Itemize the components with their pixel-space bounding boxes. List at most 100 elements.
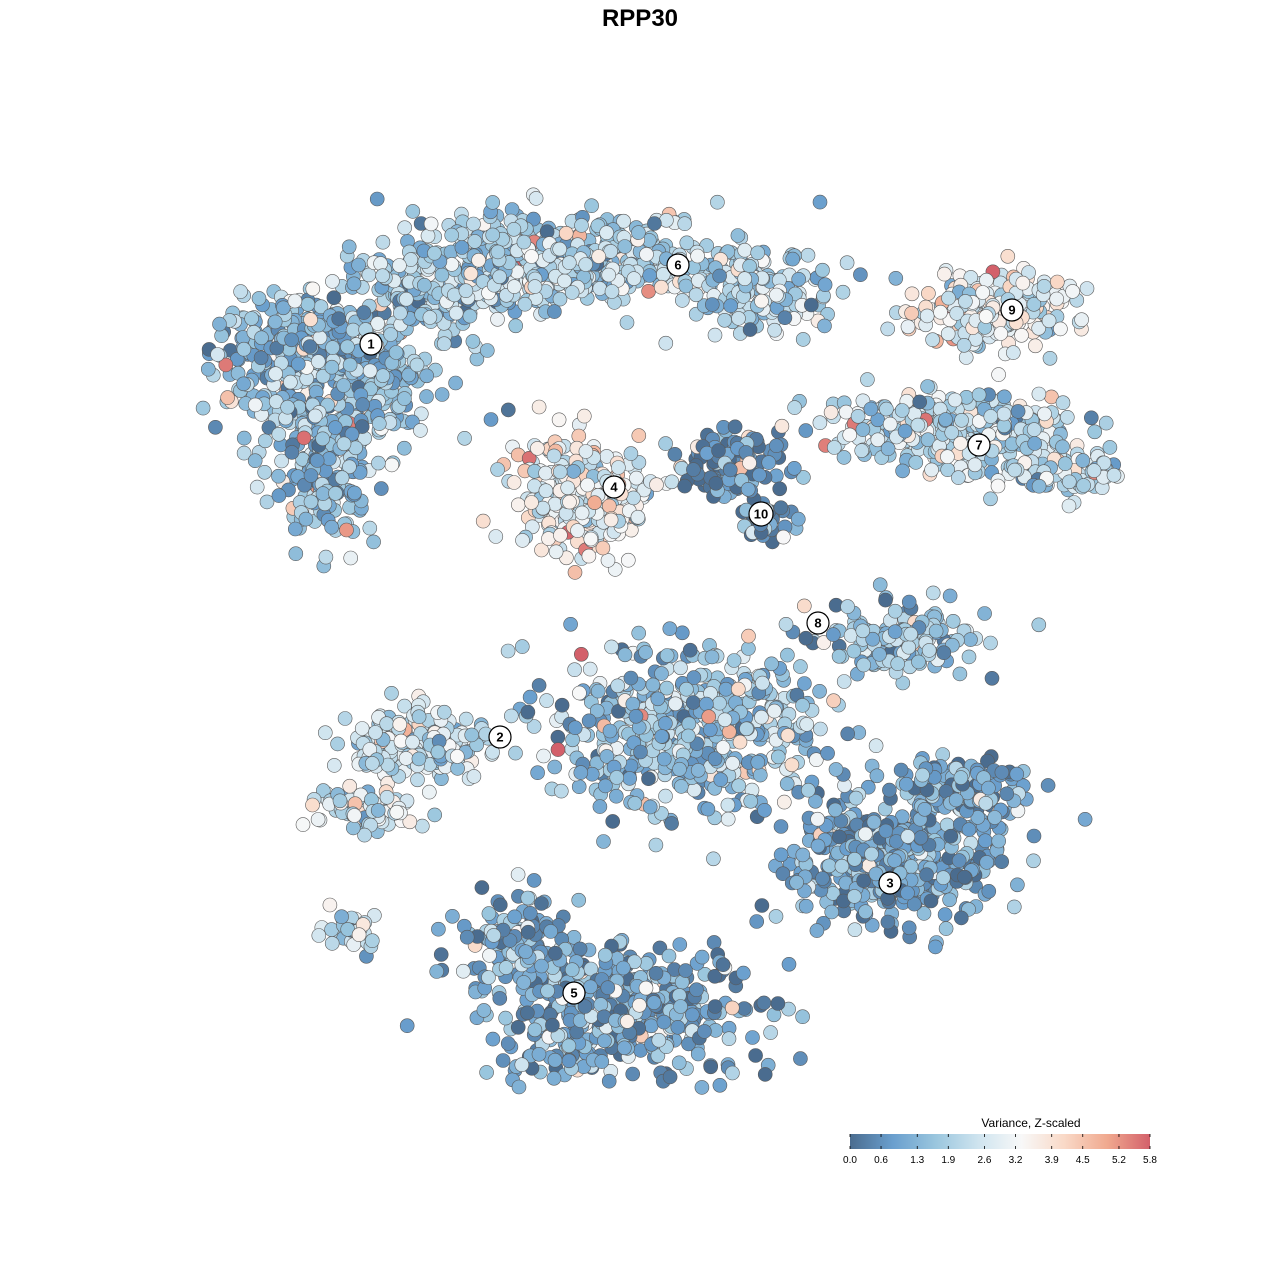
cell-point	[619, 1014, 635, 1029]
cell-point	[901, 639, 917, 655]
cell-point	[236, 341, 252, 357]
cell-point	[793, 659, 808, 674]
cell-point	[757, 802, 772, 818]
cell-point	[945, 613, 961, 629]
cell-point	[854, 443, 870, 458]
cell-point	[740, 481, 756, 497]
cell-point	[389, 804, 405, 820]
cluster-label-5: 5	[562, 981, 586, 1005]
cell-point	[356, 305, 372, 320]
cell-point	[904, 286, 920, 302]
cell-point	[919, 867, 934, 883]
cell-point	[983, 635, 998, 651]
cell-point	[641, 771, 656, 787]
cell-point	[853, 267, 868, 283]
cell-point	[821, 858, 837, 874]
cell-point	[935, 747, 951, 762]
cell-point	[860, 372, 875, 387]
cell-point	[648, 965, 664, 981]
colorbar-tick-label: 4.5	[1076, 1155, 1090, 1166]
cell-point	[531, 399, 547, 415]
cell-point	[317, 725, 333, 741]
cell-point	[458, 711, 474, 727]
cell-point	[646, 995, 662, 1010]
cell-point	[868, 738, 884, 754]
cluster-label-text: 2	[496, 730, 503, 745]
cell-point	[334, 470, 350, 486]
cell-point	[682, 642, 698, 658]
cell-point	[674, 293, 690, 308]
cell-point	[601, 1073, 617, 1089]
cell-point	[233, 284, 248, 299]
cell-point	[815, 871, 830, 886]
cell-point	[940, 326, 956, 342]
cell-point	[991, 833, 1007, 849]
cell-point	[658, 788, 673, 804]
cell-point	[943, 828, 959, 844]
cell-point	[315, 486, 331, 501]
cell-point	[1087, 424, 1102, 440]
cell-point	[336, 378, 351, 393]
cell-point	[1015, 275, 1031, 291]
cell-point	[1102, 440, 1118, 455]
cell-point	[343, 550, 359, 566]
cell-point	[483, 412, 499, 427]
cell-point	[421, 784, 437, 800]
cell-point	[371, 416, 387, 431]
cell-point	[673, 779, 689, 794]
cell-point	[626, 490, 641, 506]
cell-point	[530, 765, 545, 781]
cell-point	[754, 293, 769, 309]
cell-point	[536, 748, 551, 764]
cell-point	[506, 475, 522, 490]
cell-point	[1031, 478, 1047, 494]
cell-point	[384, 685, 399, 701]
cell-point	[593, 997, 609, 1012]
cell-point	[803, 297, 819, 313]
cluster-label-10: 10	[748, 501, 774, 527]
cell-point	[750, 754, 766, 770]
cell-point	[571, 892, 587, 908]
cell-point	[749, 914, 765, 929]
cell-point	[340, 339, 355, 355]
cell-point	[416, 277, 432, 293]
cell-point	[1040, 778, 1056, 793]
cell-point	[824, 904, 840, 920]
cell-point	[694, 1080, 710, 1095]
cell-point	[561, 1053, 577, 1069]
cell-point	[706, 851, 721, 867]
cell-point	[318, 549, 334, 565]
cell-point	[925, 585, 941, 601]
colorbar-title: Variance, Z-scaled	[981, 1116, 1080, 1130]
cell-point	[908, 455, 924, 470]
cell-point	[617, 647, 633, 663]
cell-point	[656, 1014, 672, 1030]
cell-point	[410, 772, 425, 788]
cell-point	[667, 446, 683, 462]
cell-point	[987, 810, 1003, 825]
cell-point	[324, 359, 340, 375]
cell-point	[458, 283, 474, 299]
cell-point	[707, 999, 723, 1014]
cell-point	[703, 1059, 719, 1075]
cluster-label-text: 10	[754, 507, 768, 522]
cell-point	[303, 468, 319, 483]
cell-point	[574, 505, 590, 521]
cell-point	[351, 927, 367, 943]
cell-point	[725, 755, 740, 771]
cell-point	[812, 194, 828, 210]
cell-point	[913, 830, 929, 845]
cluster-label-text: 9	[1008, 303, 1015, 318]
cell-point	[981, 780, 996, 796]
cell-point	[720, 811, 736, 827]
cell-point	[672, 761, 687, 777]
cell-point	[651, 1032, 667, 1048]
cell-point	[826, 693, 841, 709]
cell-point	[938, 921, 954, 936]
cell-point	[627, 795, 643, 811]
cell-point	[401, 367, 417, 383]
cell-point	[427, 807, 443, 823]
cell-point	[309, 453, 325, 468]
cell-point	[540, 983, 555, 999]
cell-point	[924, 462, 939, 478]
